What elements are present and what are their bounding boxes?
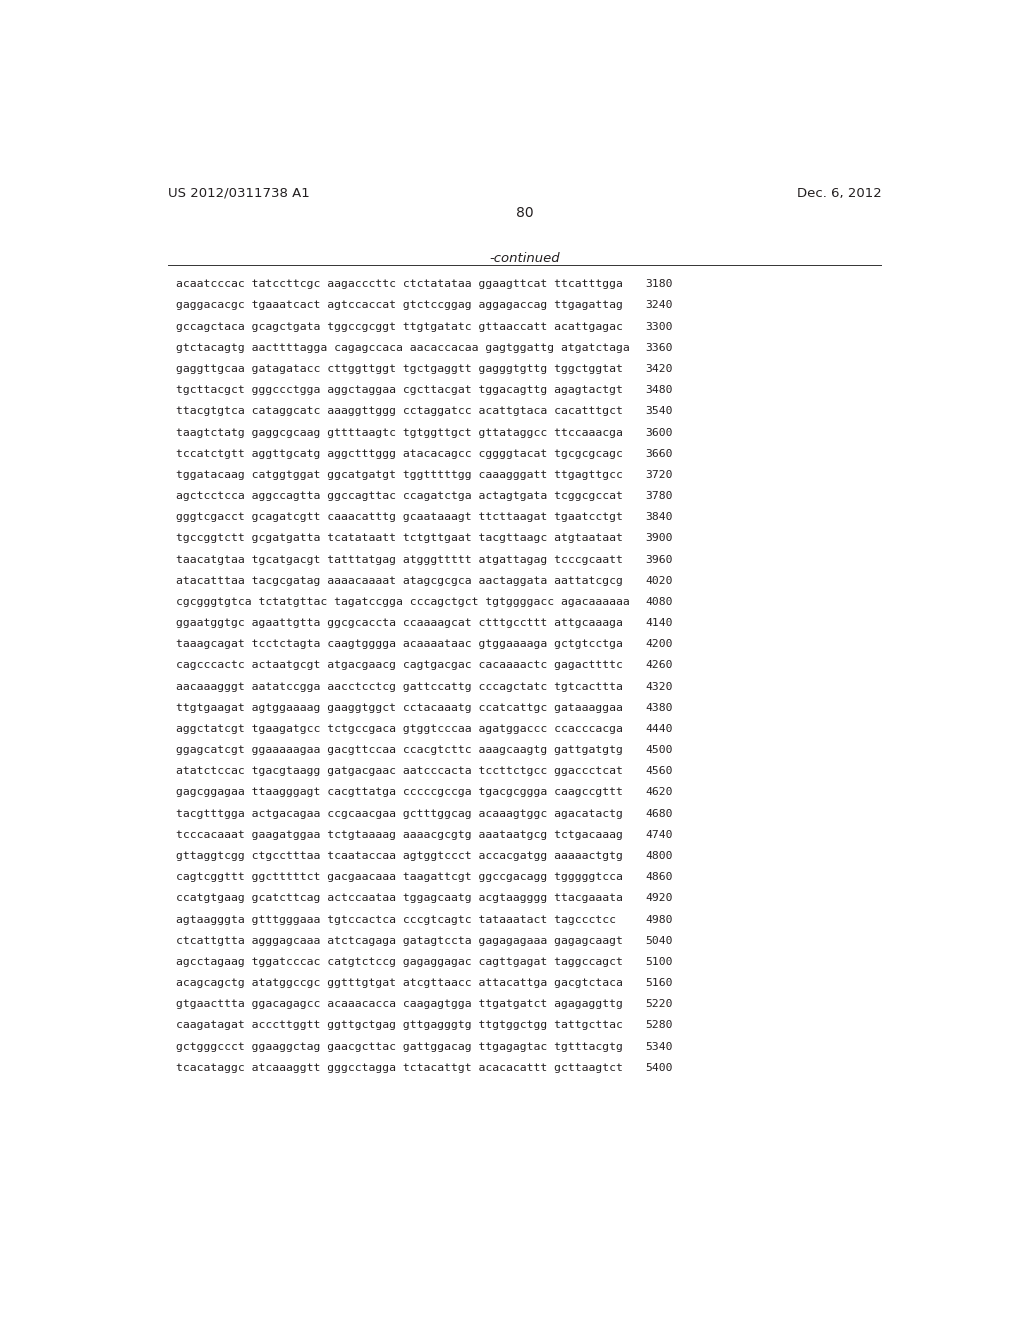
Text: -continued: -continued [489, 252, 560, 265]
Text: cagtcggttt ggctttttct gacgaacaaa taagattcgt ggccgacagg tgggggtcca: cagtcggttt ggctttttct gacgaacaaa taagatt… [176, 873, 623, 882]
Text: gggtcgacct gcagatcgtt caaacatttg gcaataaagt ttcttaagat tgaatcctgt: gggtcgacct gcagatcgtt caaacatttg gcaataa… [176, 512, 623, 523]
Text: 3600: 3600 [646, 428, 673, 437]
Text: tacgtttgga actgacagaa ccgcaacgaa gctttggcag acaaagtggc agacatactg: tacgtttgga actgacagaa ccgcaacgaa gctttgg… [176, 809, 623, 818]
Text: ttacgtgtca cataggcatc aaaggttggg cctaggatcc acattgtaca cacatttgct: ttacgtgtca cataggcatc aaaggttggg cctagga… [176, 407, 623, 416]
Text: 3240: 3240 [646, 301, 673, 310]
Text: ggagcatcgt ggaaaaagaa gacgttccaa ccacgtcttc aaagcaagtg gattgatgtg: ggagcatcgt ggaaaaagaa gacgttccaa ccacgtc… [176, 744, 623, 755]
Text: tgccggtctt gcgatgatta tcatataatt tctgttgaat tacgttaagc atgtaataat: tgccggtctt gcgatgatta tcatataatt tctgttg… [176, 533, 623, 544]
Text: 3720: 3720 [646, 470, 673, 480]
Text: 4380: 4380 [646, 702, 673, 713]
Text: 5100: 5100 [646, 957, 673, 966]
Text: 5160: 5160 [646, 978, 673, 989]
Text: gtgaacttta ggacagagcc acaaacacca caagagtgga ttgatgatct agagaggttg: gtgaacttta ggacagagcc acaaacacca caagagt… [176, 999, 623, 1010]
Text: cagcccactc actaatgcgt atgacgaacg cagtgacgac cacaaaactc gagacttttc: cagcccactc actaatgcgt atgacgaacg cagtgac… [176, 660, 623, 671]
Text: acaatcccac tatccttcgc aagacccttc ctctatataa ggaagttcat ttcatttgga: acaatcccac tatccttcgc aagacccttc ctctata… [176, 280, 623, 289]
Text: 3900: 3900 [646, 533, 673, 544]
Text: atacatttaa tacgcgatag aaaacaaaat atagcgcgca aactaggata aattatcgcg: atacatttaa tacgcgatag aaaacaaaat atagcgc… [176, 576, 623, 586]
Text: 4200: 4200 [646, 639, 673, 649]
Text: acagcagctg atatggccgc ggtttgtgat atcgttaacc attacattga gacgtctaca: acagcagctg atatggccgc ggtttgtgat atcgtta… [176, 978, 623, 989]
Text: 5040: 5040 [646, 936, 673, 945]
Text: gtctacagtg aacttttagga cagagccaca aacaccacaa gagtggattg atgatctaga: gtctacagtg aacttttagga cagagccaca aacacc… [176, 343, 630, 352]
Text: ccatgtgaag gcatcttcag actccaataa tggagcaatg acgtaagggg ttacgaaata: ccatgtgaag gcatcttcag actccaataa tggagca… [176, 894, 623, 903]
Text: 3420: 3420 [646, 364, 673, 374]
Text: 4020: 4020 [646, 576, 673, 586]
Text: 3180: 3180 [646, 280, 673, 289]
Text: gccagctaca gcagctgata tggccgcggt ttgtgatatc gttaaccatt acattgagac: gccagctaca gcagctgata tggccgcggt ttgtgat… [176, 322, 623, 331]
Text: taacatgtaa tgcatgacgt tatttatgag atgggttttt atgattagag tcccgcaatt: taacatgtaa tgcatgacgt tatttatgag atgggtt… [176, 554, 623, 565]
Text: 4800: 4800 [646, 851, 673, 861]
Text: gaggttgcaa gatagatacc cttggttggt tgctgaggtt gagggtgttg tggctggtat: gaggttgcaa gatagatacc cttggttggt tgctgag… [176, 364, 623, 374]
Text: cgcgggtgtca tctatgttac tagatccgga cccagctgct tgtggggacc agacaaaaaa: cgcgggtgtca tctatgttac tagatccgga cccagc… [176, 597, 630, 607]
Text: 4440: 4440 [646, 723, 673, 734]
Text: tcacataggc atcaaaggtt gggcctagga tctacattgt acacacattt gcttaagtct: tcacataggc atcaaaggtt gggcctagga tctacat… [176, 1063, 623, 1073]
Text: tggatacaag catggtggat ggcatgatgt tggtttttgg caaagggatt ttgagttgcc: tggatacaag catggtggat ggcatgatgt tggtttt… [176, 470, 623, 480]
Text: 5280: 5280 [646, 1020, 673, 1031]
Text: 3540: 3540 [646, 407, 673, 416]
Text: 4980: 4980 [646, 915, 673, 924]
Text: aggctatcgt tgaagatgcc tctgccgaca gtggtcccaa agatggaccc ccacccacga: aggctatcgt tgaagatgcc tctgccgaca gtggtcc… [176, 723, 623, 734]
Text: US 2012/0311738 A1: US 2012/0311738 A1 [168, 187, 310, 199]
Text: gagcggagaa ttaagggagt cacgttatga cccccgccga tgacgcggga caagccgttt: gagcggagaa ttaagggagt cacgttatga cccccgc… [176, 788, 623, 797]
Text: gctgggccct ggaaggctag gaacgcttac gattggacag ttgagagtac tgtttacgtg: gctgggccct ggaaggctag gaacgcttac gattgga… [176, 1041, 623, 1052]
Text: 3300: 3300 [646, 322, 673, 331]
Text: 3360: 3360 [646, 343, 673, 352]
Text: 3960: 3960 [646, 554, 673, 565]
Text: aacaaagggt aatatccgga aacctcctcg gattccattg cccagctatc tgtcacttta: aacaaagggt aatatccgga aacctcctcg gattcca… [176, 681, 623, 692]
Text: 5340: 5340 [646, 1041, 673, 1052]
Text: 3660: 3660 [646, 449, 673, 458]
Text: caagatagat acccttggtt ggttgctgag gttgagggtg ttgtggctgg tattgcttac: caagatagat acccttggtt ggttgctgag gttgagg… [176, 1020, 623, 1031]
Text: agctcctcca aggccagtta ggccagttac ccagatctga actagtgata tcggcgccat: agctcctcca aggccagtta ggccagttac ccagatc… [176, 491, 623, 502]
Text: 5220: 5220 [646, 999, 673, 1010]
Text: tccatctgtt aggttgcatg aggctttggg atacacagcc cggggtacat tgcgcgcagc: tccatctgtt aggttgcatg aggctttggg atacaca… [176, 449, 623, 458]
Text: 4860: 4860 [646, 873, 673, 882]
Text: ttgtgaagat agtggaaaag gaaggtggct cctacaaatg ccatcattgc gataaaggaa: ttgtgaagat agtggaaaag gaaggtggct cctacaa… [176, 702, 623, 713]
Text: gttaggtcgg ctgcctttaa tcaataccaa agtggtccct accacgatgg aaaaactgtg: gttaggtcgg ctgcctttaa tcaataccaa agtggtc… [176, 851, 623, 861]
Text: 4140: 4140 [646, 618, 673, 628]
Text: 4260: 4260 [646, 660, 673, 671]
Text: 4920: 4920 [646, 894, 673, 903]
Text: 80: 80 [516, 206, 534, 220]
Text: agtaagggta gtttgggaaa tgtccactca cccgtcagtc tataaatact tagccctcc: agtaagggta gtttgggaaa tgtccactca cccgtca… [176, 915, 616, 924]
Text: 4080: 4080 [646, 597, 673, 607]
Text: gaggacacgc tgaaatcact agtccaccat gtctccggag aggagaccag ttgagattag: gaggacacgc tgaaatcact agtccaccat gtctccg… [176, 301, 623, 310]
Text: 4560: 4560 [646, 767, 673, 776]
Text: 3780: 3780 [646, 491, 673, 502]
Text: tcccacaaat gaagatggaa tctgtaaaag aaaacgcgtg aaataatgcg tctgacaaag: tcccacaaat gaagatggaa tctgtaaaag aaaacgc… [176, 830, 623, 840]
Text: taaagcagat tcctctagta caagtgggga acaaaataac gtggaaaaga gctgtcctga: taaagcagat tcctctagta caagtgggga acaaaat… [176, 639, 623, 649]
Text: 4680: 4680 [646, 809, 673, 818]
Text: Dec. 6, 2012: Dec. 6, 2012 [797, 187, 882, 199]
Text: ctcattgtta agggagcaaa atctcagaga gatagtccta gagagagaaa gagagcaagt: ctcattgtta agggagcaaa atctcagaga gatagtc… [176, 936, 623, 945]
Text: 3840: 3840 [646, 512, 673, 523]
Text: tgcttacgct gggccctgga aggctaggaa cgcttacgat tggacagttg agagtactgt: tgcttacgct gggccctgga aggctaggaa cgcttac… [176, 385, 623, 395]
Text: 5400: 5400 [646, 1063, 673, 1073]
Text: 4740: 4740 [646, 830, 673, 840]
Text: agcctagaag tggatcccac catgtctccg gagaggagac cagttgagat taggccagct: agcctagaag tggatcccac catgtctccg gagagga… [176, 957, 623, 966]
Text: 4500: 4500 [646, 744, 673, 755]
Text: 4320: 4320 [646, 681, 673, 692]
Text: 3480: 3480 [646, 385, 673, 395]
Text: ggaatggtgc agaattgtta ggcgcaccta ccaaaagcat ctttgccttt attgcaaaga: ggaatggtgc agaattgtta ggcgcaccta ccaaaag… [176, 618, 623, 628]
Text: 4620: 4620 [646, 788, 673, 797]
Text: atatctccac tgacgtaagg gatgacgaac aatcccacta tccttctgcc ggaccctcat: atatctccac tgacgtaagg gatgacgaac aatccca… [176, 767, 623, 776]
Text: taagtctatg gaggcgcaag gttttaagtc tgtggttgct gttataggcc ttccaaacga: taagtctatg gaggcgcaag gttttaagtc tgtggtt… [176, 428, 623, 437]
